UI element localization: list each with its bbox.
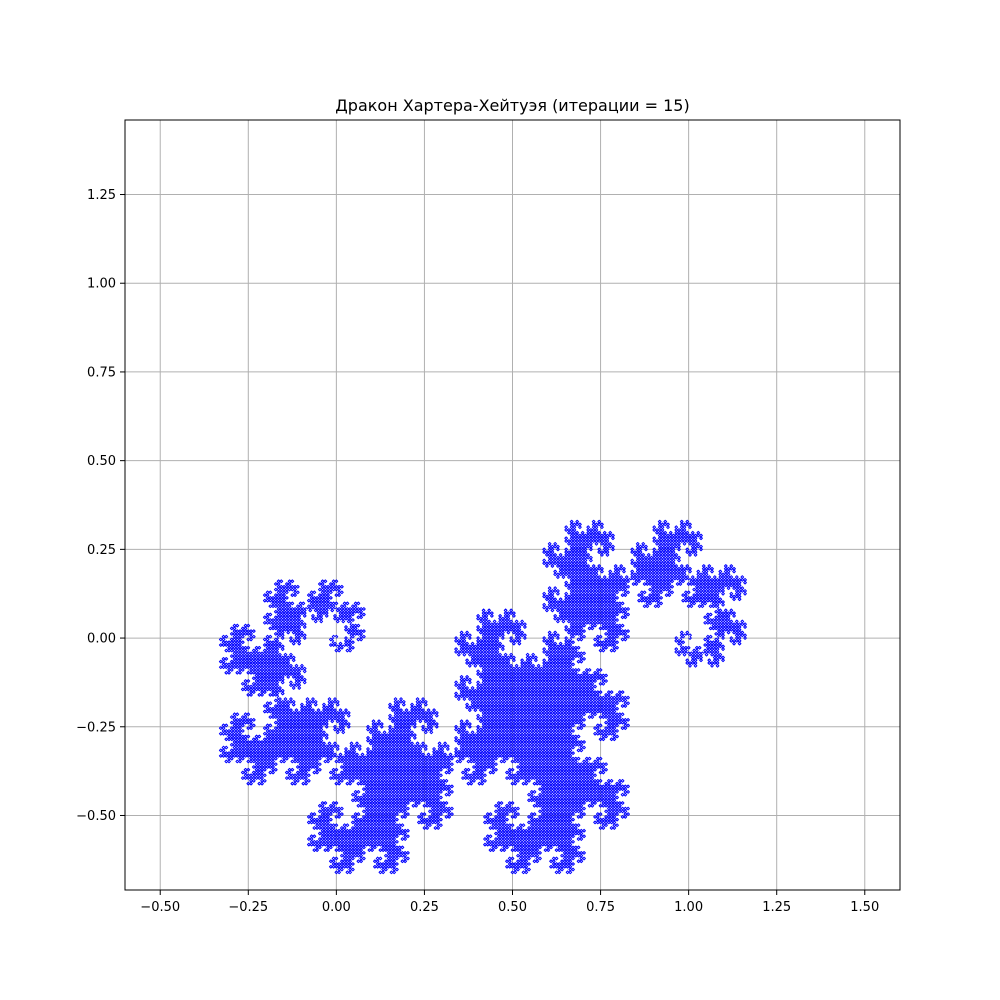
x-tick-label: −0.25 [228, 900, 268, 915]
x-tick-label: 0.25 [410, 900, 439, 915]
y-tick-label: 1.00 [87, 277, 116, 292]
x-tick-label: 1.00 [674, 900, 703, 915]
x-tick-label: 1.25 [762, 900, 791, 915]
x-tick-label: −0.50 [140, 900, 180, 915]
axis-ticks: −0.50 −0.25 0.00 0.25 0.50 0.75 1.00 1.25 1.50 −0… [76, 188, 879, 915]
chart-title: Дракон Хартера-Хейтуэя (итерации = 15) [335, 96, 689, 115]
y-tick-label: 0.25 [87, 543, 116, 558]
x-tick-label: 0.75 [586, 900, 615, 915]
plot-area [218, 519, 747, 875]
dragon-curve-line [218, 519, 747, 875]
y-tick-label: −0.25 [76, 720, 116, 735]
y-tick-label: 0.50 [87, 454, 116, 469]
y-tick-label: 0.00 [87, 632, 116, 647]
x-tick-label: 0.00 [322, 900, 351, 915]
y-tick-label: 1.25 [87, 188, 116, 203]
y-tick-label: 0.75 [87, 365, 116, 380]
x-tick-label: 1.50 [850, 900, 879, 915]
x-tick-label: 0.50 [498, 900, 527, 915]
y-tick-label: −0.50 [76, 809, 116, 824]
